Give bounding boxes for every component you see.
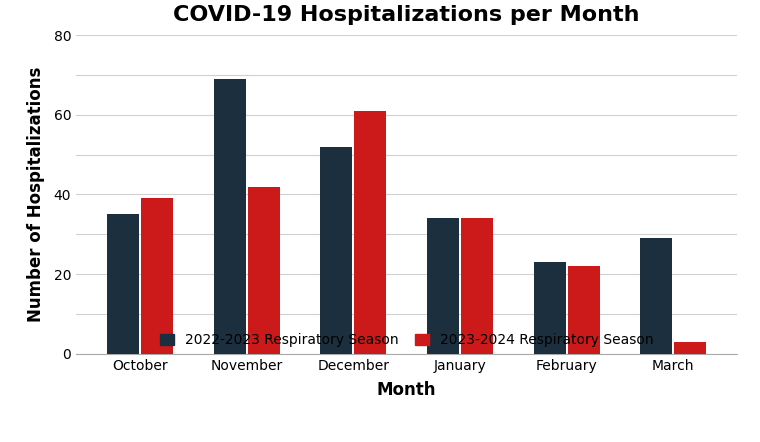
Bar bbox=[214, 79, 245, 354]
Bar bbox=[427, 218, 459, 354]
Legend: 2022-2023 Respiratory Season, 2023-2024 Respiratory Season: 2022-2023 Respiratory Season, 2023-2024 … bbox=[154, 328, 659, 353]
Bar bbox=[568, 266, 600, 354]
Bar bbox=[320, 147, 352, 354]
Title: COVID-19 Hospitalizations per Month: COVID-19 Hospitalizations per Month bbox=[173, 5, 640, 26]
Bar bbox=[107, 214, 139, 354]
Y-axis label: Number of Hospitalizations: Number of Hospitalizations bbox=[27, 67, 45, 322]
Bar bbox=[354, 111, 386, 354]
Bar bbox=[640, 238, 672, 354]
X-axis label: Month: Month bbox=[377, 381, 436, 400]
Bar bbox=[534, 262, 565, 354]
Bar bbox=[461, 218, 493, 354]
Bar bbox=[674, 342, 706, 354]
Bar bbox=[141, 198, 173, 354]
Bar bbox=[248, 187, 280, 354]
